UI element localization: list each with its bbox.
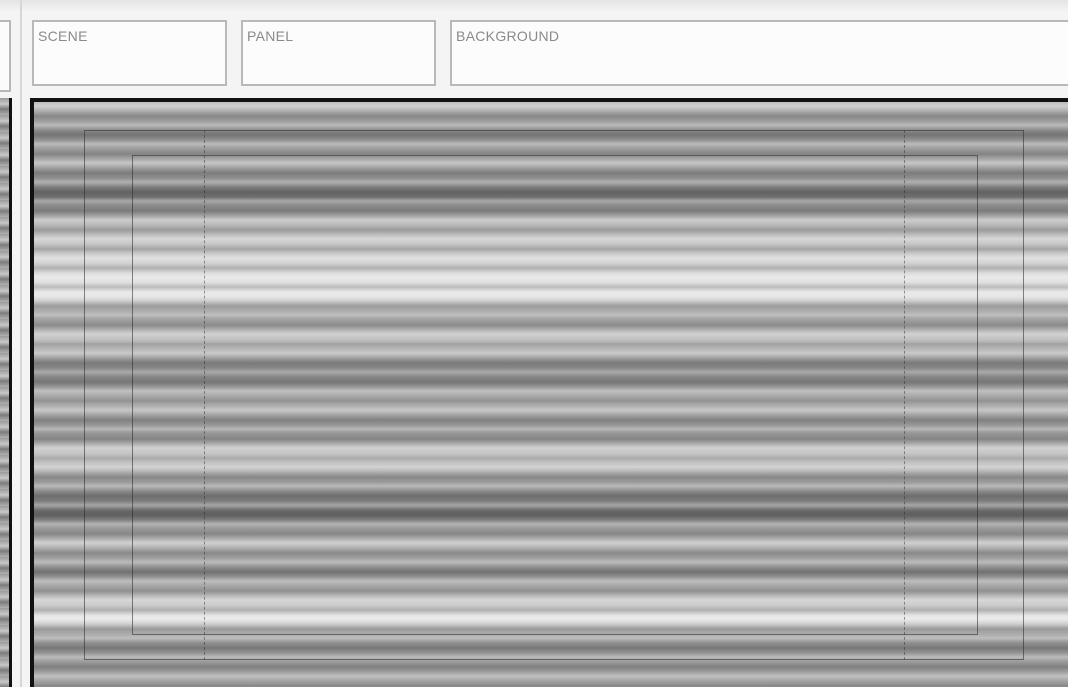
panel-label: PANEL	[247, 28, 294, 44]
action-safe-frame	[84, 130, 1024, 660]
background-label: BACKGROUND	[456, 28, 560, 44]
panel-field[interactable]: PANEL	[241, 20, 436, 86]
left-guide-line	[204, 130, 205, 660]
panel-background-texture	[34, 102, 1068, 687]
storyboard-panel[interactable]	[30, 98, 1068, 687]
previous-panel-stub	[0, 98, 12, 687]
title-safe-frame	[132, 155, 978, 635]
right-guide-line	[904, 130, 905, 660]
scene-label: SCENE	[38, 28, 88, 44]
top-strip	[0, 0, 1068, 12]
previous-field-stub	[0, 20, 11, 92]
background-field[interactable]: BACKGROUND	[450, 20, 1068, 86]
gutter-divider	[20, 0, 22, 687]
scene-field[interactable]: SCENE	[32, 20, 227, 86]
